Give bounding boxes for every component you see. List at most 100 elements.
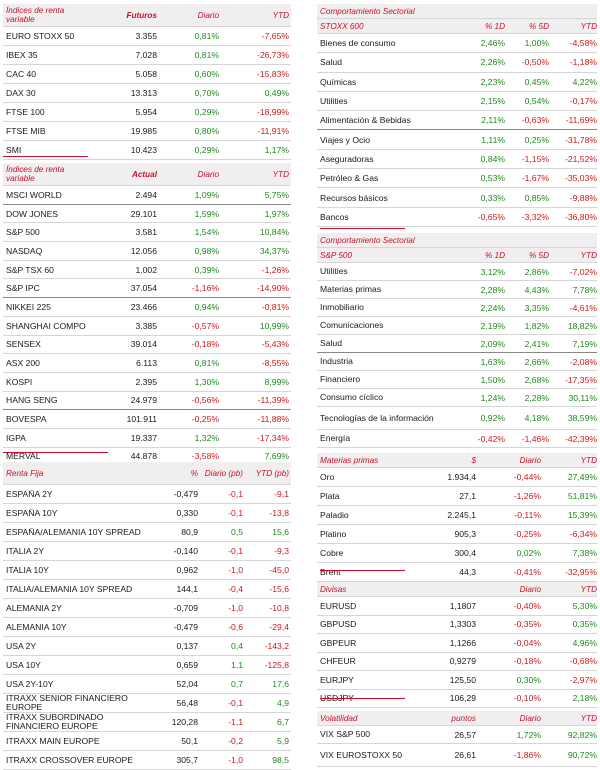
cell-value: -42,39% [564,433,597,444]
cell-value: 1.002 [135,264,157,275]
row-label: SENSEX [6,339,41,350]
row-label: HANG SENG [6,395,58,406]
row-label: ITALIA/ALEMANIA 10Y SPREAD [6,584,133,594]
table-row: Tecnologías de la información 0,92% 4,18% 3… [317,407,597,430]
cell-value: 1,09% [194,189,219,200]
table-row: ESPAÑA 2Y -0,479 -0,1 -9,1 [3,485,291,504]
table-row: S&P 500 3.581 1,54% 10,84% [3,223,291,243]
table-title: Comportamiento Sectorial [320,235,415,245]
table-row: ALEMANIA 2Y -0,709 -1,0 -10,8 [3,599,291,618]
cell-value: -11,88% [257,414,289,425]
col-header: % [190,468,198,478]
cell-value: 17,6 [272,679,289,689]
cell-value: 2,26% [480,57,505,68]
accent-underline [320,698,405,699]
cell-value: 92,82% [567,729,597,740]
cell-value: 0,659 [176,660,198,670]
table-title: Renta Fija [6,468,44,478]
table-row: NIKKEI 225 23.466 0,94% -0,81% [3,298,291,317]
cell-value: 2,86% [524,266,549,277]
row-label: GBPEUR [320,637,357,648]
table-row: Bienes de consumo 2,46% 1,00% -4,58% [317,34,597,54]
cell-value: 0,98% [194,245,219,256]
cell-value: 34,37% [259,245,289,256]
table-row: SENSEX 39.014 -0,18% -5,43% [3,336,291,355]
cell-value: 2,68% [524,374,549,385]
cell-value: 4,18% [524,413,549,423]
cell-value: 23.466 [130,301,157,312]
cell-value: -2,08% [569,356,597,367]
table-row: ESPAÑA 10Y 0,330 -0,1 -13,8 [3,504,291,523]
cell-value: 4,96% [572,637,597,648]
cell-value: -1,26% [261,264,289,275]
cell-value: 1,50% [480,374,505,385]
cell-value: 0,4 [231,641,243,651]
cell-value: -15,83% [256,69,289,79]
col-header: YTD [580,455,597,465]
accent-underline [3,156,88,157]
cell-value: -1,67% [521,173,549,184]
indices-futuros-table: Índices de renta variable Futuros Diario… [3,4,291,160]
cell-value: -11,69% [565,115,597,126]
cell-value: -0,40% [513,600,541,611]
cell-value: 0,39% [194,264,219,275]
table-title: Índices de renta variable [6,6,65,24]
row-label: ITRAXX SUBORDINADO FINANCIERO EUROPE [6,713,104,731]
cell-value: 0,02% [516,548,541,558]
cell-value: 3,35% [524,302,549,313]
col-header: puntos [451,713,476,723]
row-label: Petróleo & Gas [320,173,379,184]
cell-value: -0,25% [513,529,541,539]
cell-value: -1,46% [521,433,549,444]
row-label: GBPUSD [320,619,357,630]
cell-value: -0,41% [513,567,541,577]
cell-value: 12.056 [130,245,157,256]
table-row: Salud 2,09% 2,41% 7,19% [317,335,597,353]
cell-value: 0,29% [194,107,219,117]
table-row: ASX 200 6.113 0,81% -8,55% [3,354,291,373]
table-row: S&P TSX 60 1.002 0,39% -1,26% [3,261,291,280]
table-header: STOXX 600 % 1D % 5D YTD [317,19,597,34]
row-label: Salud [320,339,342,348]
table-row: Utilities 3,12% 2,86% -7,02% [317,263,597,281]
col-header: YTD [580,250,597,260]
table-header: Índices de renta variable Actual Diario … [3,163,291,186]
row-label: Paladio [320,510,349,520]
cell-value: -0,81% [261,301,289,312]
table-row: ITRAXX SENIOR FINANCIERO EUROPE 56,48 -0,1… [3,694,291,713]
cell-value: 1,59% [194,208,219,219]
cell-value: 29.101 [130,208,157,219]
table-row: IBEX 35 7.028 0,81% -26,73% [3,46,291,65]
row-label: ITRAXX MAIN EUROPE [6,736,100,746]
table-row: USA 10Y 0,659 1,1 -125,8 [3,656,291,675]
cell-value: -1,1 [228,717,243,727]
table-row: USA 2Y 0,137 0,4 -143,2 [3,637,291,656]
table-header: Renta Fija % Diario (pb) YTD (pb) [3,462,291,485]
col-header: Actual [131,169,157,179]
row-label: NIKKEI 225 [6,301,51,312]
cell-value: 0,962 [176,565,198,575]
table-row: Paladio 2.245,1 -0,11% 15,39% [317,506,597,525]
cell-value: -1,86% [513,750,541,760]
cell-value: -5,43% [261,339,289,350]
cell-value: 1,00% [524,38,549,49]
cell-value: 26,57 [454,729,476,740]
row-label: IBEX 35 [6,50,38,60]
cell-value: -0,25% [191,414,219,425]
table-row: Petróleo & Gas 0,53% -1,67% -35,03% [317,169,597,189]
cell-value: 6,7 [277,717,289,727]
cell-value: -29,4 [269,622,289,632]
cell-value: 1,1 [231,660,243,670]
table-row: Salud 2,26% -0,50% -1,18% [317,53,597,73]
table-row: ITRAXX MAIN EUROPE 50,1 -0,2 5,9 [3,732,291,751]
table-header: Volatilidad puntos Diario YTD [317,711,597,726]
row-label: Oro [320,472,335,482]
row-label: Platino [320,529,347,539]
row-label: ALEMANIA 10Y [6,622,67,632]
cell-value: -0,2 [228,736,243,746]
materias-primas-table: Materias primas $ Diario YTD Oro 1.934,4 -… [317,453,597,582]
table-row: Plata 27,1 -1,26% 51,81% [317,487,597,506]
cell-value: 125,50 [449,674,476,685]
cell-value: 2,23% [480,76,505,87]
table-row: ITRAXX CROSSOVER EUROPE 305,7 -1,0 98,5 [3,751,291,770]
